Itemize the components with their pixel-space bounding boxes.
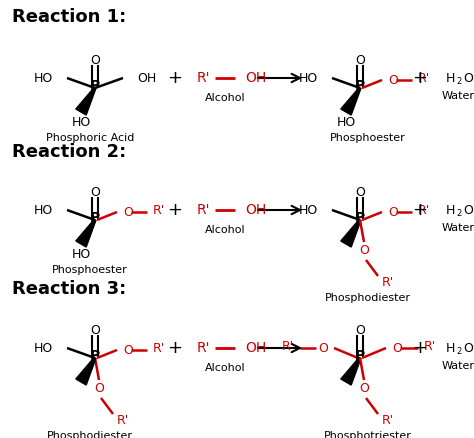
- Text: O: O: [90, 53, 100, 67]
- Text: 2: 2: [456, 77, 461, 85]
- Text: HO: HO: [299, 71, 318, 85]
- Text: HO: HO: [34, 204, 53, 216]
- Polygon shape: [76, 88, 96, 115]
- Text: R': R': [424, 339, 436, 353]
- Text: P: P: [90, 79, 100, 93]
- Text: O: O: [123, 343, 133, 357]
- Text: H: H: [446, 342, 455, 354]
- Text: O: O: [359, 381, 369, 395]
- Polygon shape: [341, 357, 361, 385]
- Text: R': R': [117, 413, 129, 427]
- Text: Alcohol: Alcohol: [205, 93, 246, 103]
- Text: R': R': [196, 203, 210, 217]
- Text: HO: HO: [337, 116, 356, 128]
- Text: OH: OH: [245, 341, 266, 355]
- Text: Phosphodiester: Phosphodiester: [47, 431, 133, 438]
- Text: P: P: [355, 79, 365, 93]
- Text: O: O: [123, 205, 133, 219]
- Text: +: +: [412, 201, 428, 219]
- Text: O: O: [355, 324, 365, 336]
- Text: Reaction 3:: Reaction 3:: [12, 280, 126, 298]
- Text: +: +: [167, 69, 182, 87]
- Text: O: O: [94, 381, 104, 395]
- Text: O: O: [463, 342, 473, 354]
- Text: P: P: [90, 349, 100, 363]
- Text: R': R': [382, 276, 394, 289]
- Text: Water: Water: [441, 91, 474, 101]
- Text: Phosphoester: Phosphoester: [330, 133, 406, 143]
- Text: OH: OH: [245, 203, 266, 217]
- Text: Phosphodiester: Phosphodiester: [325, 293, 411, 303]
- Polygon shape: [76, 219, 96, 247]
- Text: R': R': [196, 341, 210, 355]
- Text: HO: HO: [34, 342, 53, 354]
- Text: O: O: [359, 244, 369, 257]
- Text: +: +: [167, 339, 182, 357]
- Text: OH: OH: [245, 71, 266, 85]
- Text: P: P: [355, 349, 365, 363]
- Text: P: P: [355, 211, 365, 225]
- Text: +: +: [167, 201, 182, 219]
- Text: +: +: [412, 69, 428, 87]
- Text: R': R': [153, 204, 165, 216]
- Text: O: O: [355, 53, 365, 67]
- Text: H: H: [446, 204, 455, 216]
- Text: Water: Water: [441, 223, 474, 233]
- Text: Phosphotriester: Phosphotriester: [324, 431, 412, 438]
- Text: Phosphoric Acid: Phosphoric Acid: [46, 133, 134, 143]
- Text: O: O: [463, 204, 473, 216]
- Text: O: O: [355, 186, 365, 198]
- Text: Phosphoester: Phosphoester: [52, 265, 128, 275]
- Text: O: O: [392, 342, 402, 354]
- Text: HO: HO: [72, 247, 91, 261]
- Text: Reaction 1:: Reaction 1:: [12, 8, 126, 26]
- Text: P: P: [90, 211, 100, 225]
- Text: Alcohol: Alcohol: [205, 363, 246, 373]
- Text: Alcohol: Alcohol: [205, 225, 246, 235]
- Text: R': R': [282, 339, 294, 353]
- Polygon shape: [341, 88, 361, 115]
- Text: HO: HO: [34, 71, 53, 85]
- Text: R': R': [196, 71, 210, 85]
- Text: Water: Water: [441, 361, 474, 371]
- Text: OH: OH: [137, 71, 156, 85]
- Polygon shape: [76, 357, 96, 385]
- Text: 2: 2: [456, 208, 461, 218]
- Text: 2: 2: [456, 346, 461, 356]
- Text: R': R': [418, 71, 430, 85]
- Text: +: +: [412, 339, 428, 357]
- Text: O: O: [463, 71, 473, 85]
- Text: R': R': [153, 342, 165, 354]
- Text: O: O: [90, 324, 100, 336]
- Text: H: H: [446, 71, 455, 85]
- Text: Reaction 2:: Reaction 2:: [12, 143, 126, 161]
- Text: R': R': [382, 413, 394, 427]
- Text: R': R': [418, 204, 430, 216]
- Polygon shape: [341, 219, 361, 247]
- Text: HO: HO: [72, 116, 91, 128]
- Text: O: O: [388, 74, 398, 86]
- Text: O: O: [388, 205, 398, 219]
- Text: O: O: [318, 342, 328, 354]
- Text: HO: HO: [299, 204, 318, 216]
- Text: O: O: [90, 186, 100, 198]
